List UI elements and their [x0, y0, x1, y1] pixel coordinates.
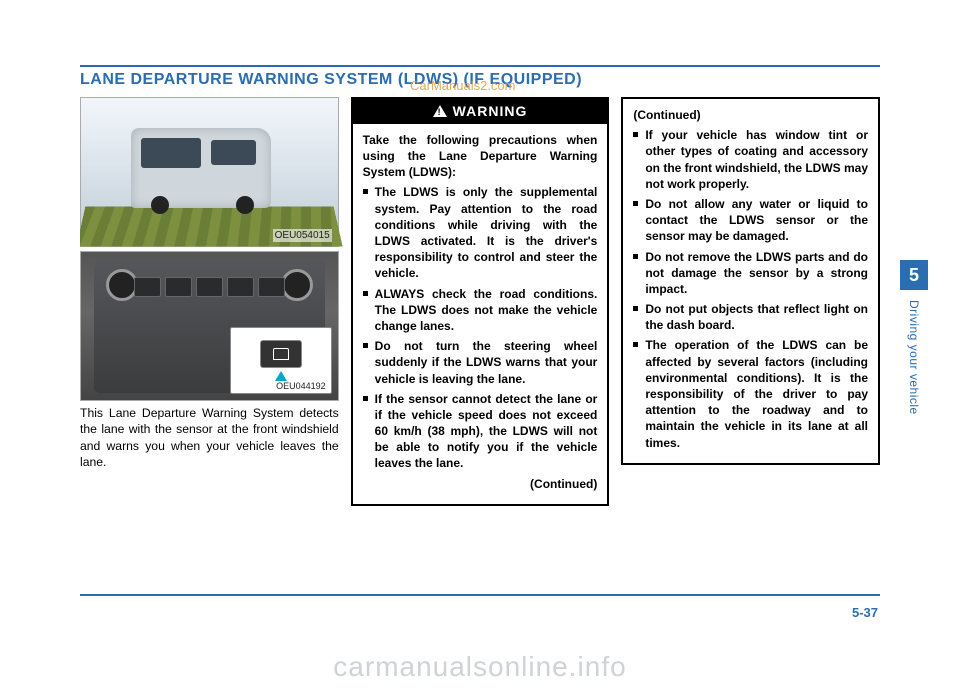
warning-lead: Take the following precautions when usin… [363, 132, 598, 181]
column-middle: WARNING Take the following precautions w… [351, 97, 610, 625]
page-number: 5-37 [852, 605, 878, 620]
continued-item: Do not allow any water or liq­uid to con… [633, 196, 868, 245]
warning-item: The LDWS is only the supple­mental syste… [363, 184, 598, 281]
warning-heading: WARNING [353, 99, 608, 124]
warning-triangle-icon [433, 105, 447, 117]
button-row [134, 277, 285, 297]
figure-van-lane: OEU054015 [80, 97, 339, 247]
column-right: (Continued) If your vehicle has window t… [621, 97, 880, 625]
content-columns: OEU054015 OEU044192 This [80, 97, 880, 625]
warning-item: Do not turn the steering wheel suddenly … [363, 338, 598, 387]
continued-item: Do not remove the LDWS parts and do not … [633, 249, 868, 298]
chapter-tab: 5 Driving your vehicle [900, 260, 928, 480]
figure-code: OEU054015 [273, 229, 332, 243]
warning-box: WARNING Take the following precautions w… [351, 97, 610, 506]
continued-label: (Continued) [363, 476, 598, 492]
warning-item: If the sensor cannot detect the lane or … [363, 391, 598, 472]
top-rule [80, 65, 880, 67]
wheel-icon [151, 196, 169, 214]
continued-item: Do not put objects that reflect light on… [633, 301, 868, 333]
wheel-icon [236, 196, 254, 214]
page-title: LANE DEPARTURE WARNING SYSTEM (LDWS) (IF… [80, 71, 880, 89]
ldws-button-icon [260, 340, 302, 368]
warning-heading-text: WARNING [453, 103, 528, 119]
figure-code: OEU044192 [274, 380, 328, 392]
continued-heading: (Continued) [633, 107, 868, 123]
column-left: OEU054015 OEU044192 This [80, 97, 339, 625]
ldws-button-callout: OEU044192 [230, 327, 332, 394]
warning-list: The LDWS is only the supple­mental syste… [363, 184, 598, 471]
continued-item: If your vehicle has window tint or other… [633, 127, 868, 192]
continued-box: (Continued) If your vehicle has window t… [621, 97, 880, 465]
chapter-label: Driving your vehicle [907, 300, 921, 415]
watermark-bottom: carmanualsonline.info [0, 651, 960, 683]
continued-item: The operation of the LDWS can be affecte… [633, 337, 868, 450]
intro-paragraph: This Lane Departure Warning System detec… [80, 405, 339, 471]
figure-dashboard: OEU044192 [80, 251, 339, 401]
bottom-rule [80, 594, 880, 596]
continued-list: If your vehicle has window tint or other… [633, 127, 868, 451]
car-icon [273, 348, 289, 360]
knob-icon [281, 269, 313, 301]
warning-item: ALWAYS check the road con­ditions. The L… [363, 286, 598, 335]
van-graphic [131, 128, 271, 208]
chapter-number: 5 [900, 260, 928, 290]
manual-page: LANE DEPARTURE WARNING SYSTEM (LDWS) (IF… [80, 65, 880, 625]
